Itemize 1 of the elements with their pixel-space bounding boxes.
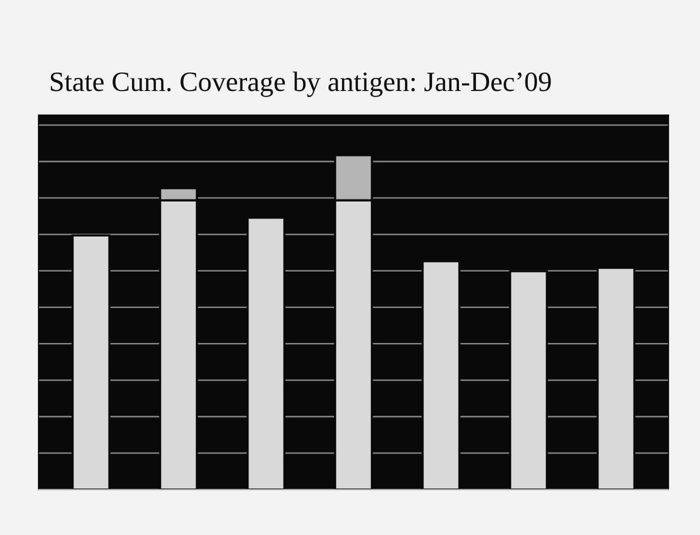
chart-title: State Cum. Coverage by antigen: Jan-Dec’09 bbox=[50, 72, 551, 97]
